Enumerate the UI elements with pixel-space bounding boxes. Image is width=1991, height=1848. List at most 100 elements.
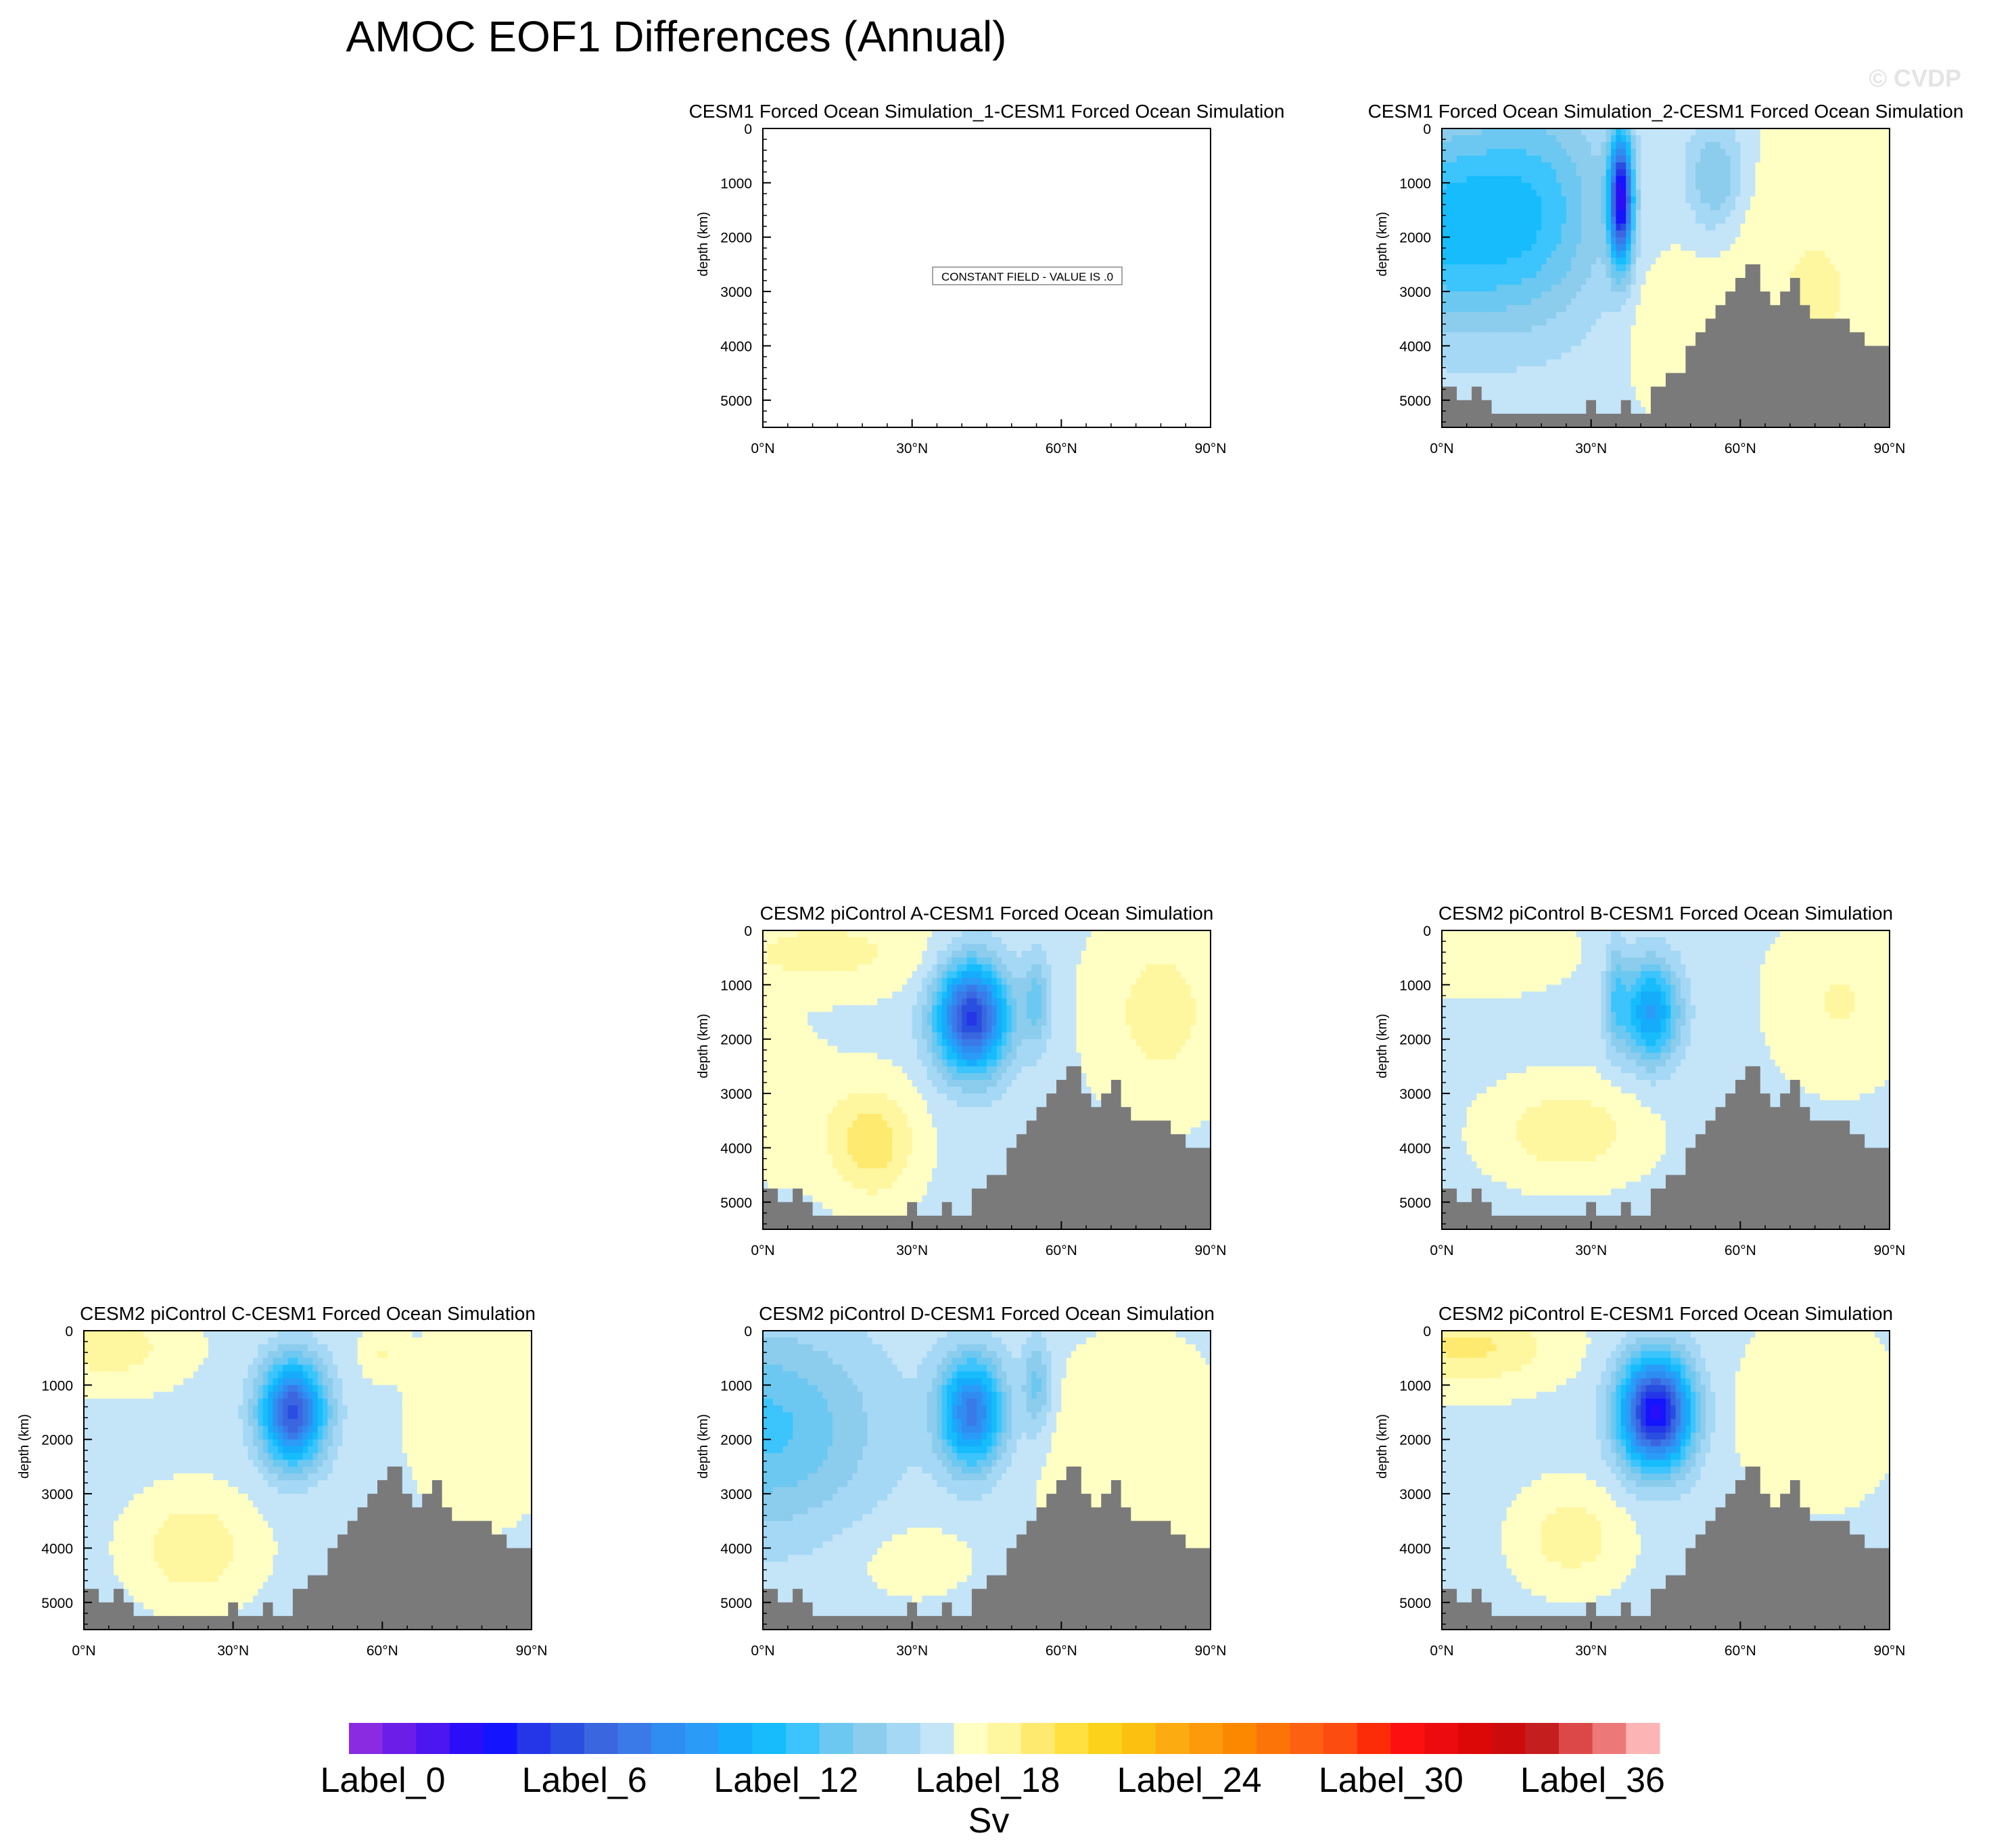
- field-cell: [1854, 196, 1860, 204]
- field-cell: [1591, 270, 1597, 279]
- field-cell: [1506, 142, 1512, 149]
- field-cell: [1854, 298, 1860, 306]
- field-cell: [832, 1202, 838, 1210]
- field-cell: [1601, 346, 1607, 354]
- field-cell: [837, 1195, 843, 1203]
- field-cell: [1611, 278, 1617, 285]
- field-cell: [842, 1161, 848, 1169]
- field-cell: [1521, 176, 1527, 183]
- field-cell: [1616, 346, 1622, 354]
- field-cell: [1631, 393, 1637, 401]
- field-cell: [807, 937, 814, 945]
- field-cell: [1879, 183, 1885, 191]
- field-cell: [1620, 237, 1626, 245]
- field-cell: [842, 951, 848, 958]
- field-cell: [1447, 135, 1453, 143]
- field-cell: [1571, 189, 1577, 197]
- field-cell: [772, 1181, 778, 1189]
- field-cell: [1580, 142, 1587, 149]
- field-cell: [822, 1120, 828, 1128]
- field-cell: [1576, 359, 1582, 367]
- field-cell: [822, 1195, 828, 1203]
- field-cell: [1501, 278, 1507, 285]
- field-cell: [1810, 264, 1816, 272]
- field-cell: [1576, 406, 1582, 414]
- field-cell: [1521, 135, 1527, 143]
- field-cell: [1586, 278, 1592, 285]
- field-cell: [1795, 237, 1801, 245]
- field-cell: [1879, 243, 1885, 252]
- field-cell: [1765, 142, 1771, 149]
- field-cell: [1551, 243, 1557, 252]
- field-cell: [1601, 285, 1607, 292]
- field-cell: [1591, 169, 1597, 176]
- field-cell: [797, 1181, 803, 1189]
- field-cell: [1442, 128, 1447, 136]
- field-cell: [1466, 318, 1472, 326]
- field-cell: [1780, 230, 1786, 238]
- field-cell: [1635, 346, 1641, 354]
- field-cell: [1705, 223, 1711, 231]
- field-cell: [1526, 135, 1532, 143]
- field-cell: [1481, 176, 1487, 183]
- field-cell: [1611, 237, 1617, 245]
- field-cell: [1501, 156, 1507, 163]
- field-cell: [793, 1025, 799, 1033]
- field-cell: [1850, 243, 1856, 252]
- field-cell: [1591, 250, 1597, 258]
- field-cell: [1735, 257, 1741, 265]
- field-cell: [1496, 359, 1502, 367]
- field-cell: [1541, 359, 1547, 367]
- field-cell: [1675, 270, 1681, 279]
- field-cell: [1705, 156, 1711, 163]
- field-cell: [1626, 149, 1632, 156]
- field-cell: [772, 951, 778, 958]
- field-cell: [1869, 203, 1875, 211]
- field-cell: [1785, 243, 1791, 252]
- field-cell: [1476, 312, 1482, 319]
- field-cell: [822, 1025, 828, 1033]
- field-cell: [1486, 149, 1493, 156]
- field-cell: [1700, 216, 1706, 224]
- field-cell: [1521, 278, 1527, 285]
- field-cell: [1795, 223, 1801, 231]
- field-cell: [1506, 379, 1512, 387]
- field-cell: [1611, 223, 1617, 231]
- field-cell: [1561, 128, 1567, 136]
- field-cell: [1635, 257, 1641, 265]
- field-cell: [1681, 216, 1687, 224]
- field-cell: [1496, 128, 1502, 136]
- field-cell: [1820, 264, 1825, 272]
- field-cell: [1675, 223, 1681, 231]
- field-cell: [1571, 366, 1577, 374]
- field-cell: [1511, 156, 1517, 163]
- field-cell: [793, 1168, 799, 1176]
- field-cell: [1521, 318, 1527, 326]
- field-cell: [857, 1100, 863, 1108]
- field-cell: [852, 944, 858, 951]
- field-cell: [1591, 366, 1597, 374]
- field-cell: [1447, 379, 1453, 387]
- field-cell: [1556, 400, 1562, 408]
- field-cell: [1695, 325, 1702, 333]
- field-cell: [1466, 189, 1472, 197]
- field-cell: [1606, 352, 1612, 360]
- field-cell: [1745, 223, 1751, 231]
- field-cell: [1476, 162, 1482, 170]
- field-cell: [837, 1025, 843, 1033]
- field-cell: [1472, 237, 1478, 245]
- field-cell: [1700, 162, 1706, 170]
- field-cell: [1606, 406, 1612, 414]
- field-cell: [1666, 223, 1671, 231]
- field-cell: [1576, 393, 1582, 401]
- y-tick-label: 3000: [720, 285, 752, 300]
- field-cell: [832, 1025, 838, 1033]
- field-cell: [1576, 183, 1582, 191]
- field-cell: [1785, 223, 1791, 231]
- field-cell: [1775, 203, 1781, 211]
- field-cell: [1865, 196, 1871, 204]
- field-cell: [1561, 379, 1567, 387]
- field-cell: [1561, 183, 1567, 191]
- field-cell: [827, 1087, 833, 1094]
- field-cell: [778, 1161, 784, 1169]
